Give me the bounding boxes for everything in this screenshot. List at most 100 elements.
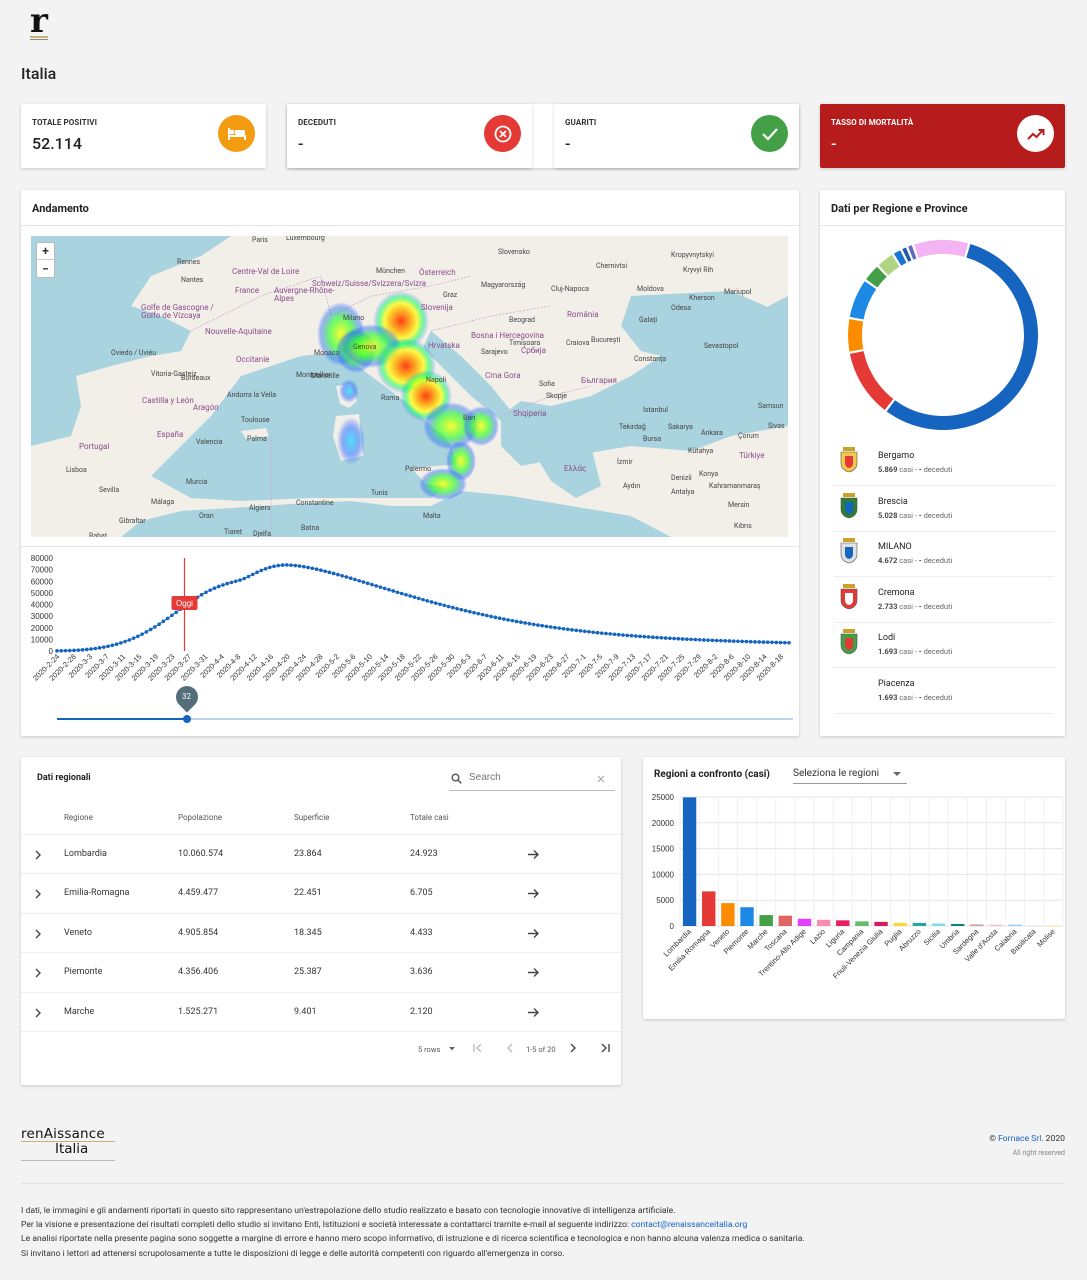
map-zoom-in-button[interactable]: + [37,243,54,260]
expand-row-icon[interactable] [34,850,42,860]
province-list-item[interactable]: Brescia 5.028 casi - - deceduti [834,487,1054,532]
bar[interactable] [836,920,850,926]
column-header-region[interactable]: Regione [64,813,93,822]
footer-brand-logo[interactable]: renAissance Italia [21,1127,117,1163]
trend-point [463,608,468,613]
map-region-label: Occitanie [236,355,270,364]
site-logo[interactable]: r [30,4,50,40]
arrow-right-icon[interactable] [527,888,540,899]
arrow-right-icon[interactable] [527,849,540,860]
trend-y-tick-label: 40000 [31,601,54,610]
map-city-label: Lisboa [66,466,87,474]
bar[interactable] [1046,925,1061,927]
column-header-total-cases[interactable]: Totale casi [410,813,449,822]
donut-slice[interactable] [902,247,912,262]
expand-row-icon[interactable] [34,1008,42,1018]
last-page-icon[interactable] [599,1043,611,1053]
trend-y-tick-label: 80000 [31,554,54,563]
search-input[interactable] [469,772,589,783]
province-list-item[interactable]: Cremona 2.733 casi - - deceduti [834,578,1054,623]
arrow-right-icon[interactable] [527,928,540,939]
timeline-slider-fill [57,718,187,720]
province-donut-chart[interactable] [844,236,1042,434]
map-city-label: Sevastopol [704,342,739,350]
province-list-item[interactable]: Bergamo 5.869 casi - - deceduti [834,441,1054,486]
bar[interactable] [989,924,1003,926]
trend-point [114,642,119,646]
bar[interactable] [721,903,735,926]
map-region-label: Bosna i Hercegovina [471,331,544,340]
bar[interactable] [759,915,773,926]
province-list-item[interactable]: Piacenza 1.693 casi - - deceduti [834,669,1054,714]
bar[interactable] [855,921,869,926]
trend-point [357,578,361,583]
expand-row-icon[interactable] [34,968,42,978]
arrow-right-icon[interactable] [527,967,540,978]
clear-search-icon[interactable] [597,775,605,783]
bar[interactable] [893,922,907,926]
trend-point [472,610,476,615]
bar[interactable] [682,797,697,926]
bar[interactable] [816,919,831,926]
table-row[interactable]: Marche 1.525.271 9.401 2.120 [21,991,621,1031]
donut-slice[interactable] [893,250,907,266]
timeline-slider-track[interactable] [57,718,793,720]
bar[interactable] [778,915,793,926]
column-header-area[interactable]: Superficie [294,813,330,822]
region-bar-chart[interactable]: 0500010000150002000025000LombardiaEmilia… [643,787,1065,1017]
timeline-slider-thumb[interactable] [182,715,191,723]
trend-point [591,630,596,635]
expand-row-icon[interactable] [34,889,42,899]
rows-per-page-select[interactable]: 5 rows [418,1045,456,1054]
bar[interactable] [740,907,754,926]
trend-point [702,638,706,642]
donut-slice[interactable] [908,245,917,260]
bar[interactable] [912,922,927,926]
province-list-item[interactable]: MILANO 4.672 casi - - deceduti [834,532,1054,577]
contact-email-link[interactable]: contact@renaissanceitalia.org [631,1220,748,1231]
region-select[interactable]: Seleziona le regioni [793,766,907,784]
trend-point [323,569,327,574]
table-row[interactable]: Lombardia 10.060.574 23.864 24.923 [21,834,621,873]
column-header-population[interactable]: Popolazione [178,813,223,822]
trend-point [387,587,391,592]
arrow-right-icon[interactable] [527,1007,540,1018]
company-link[interactable]: Fornace Srl [998,1134,1042,1144]
map-city-label: Nantes [181,276,204,284]
map-city-label: Vitoria-Gasteiz [151,370,197,378]
table-row[interactable]: Piemonte 4.356.406 25.387 3.636 [21,952,621,991]
next-page-icon[interactable] [568,1043,578,1053]
donut-slice[interactable] [849,350,894,411]
bar[interactable] [970,924,984,926]
map-city-label: Constantine [296,499,334,507]
trend-point [761,640,766,644]
bar[interactable] [1027,925,1041,927]
donut-slice[interactable] [878,254,900,276]
donut-slice[interactable] [866,266,887,288]
first-page-icon[interactable] [472,1043,484,1053]
trend-point [642,634,647,639]
donut-slice[interactable] [849,281,877,320]
bar[interactable] [797,918,812,926]
province-crest-icon [840,583,858,610]
bar[interactable] [950,923,965,926]
donut-slice[interactable] [914,240,969,258]
bar[interactable] [702,891,716,926]
map-city-label: Mariupol [724,288,752,296]
bar[interactable] [1008,924,1022,926]
map-zoom-out-button[interactable]: − [42,261,49,276]
bar[interactable] [874,921,888,926]
table-row[interactable]: Emilia-Romagna 4.459.477 22.451 6.705 [21,873,621,912]
province-list-item[interactable]: Lodi 1.693 casi - - deceduti [834,623,1054,668]
donut-slice[interactable] [886,244,1038,430]
bar[interactable] [931,923,946,926]
expand-row-icon[interactable] [34,929,42,939]
donut-slice[interactable] [848,319,864,352]
table-row[interactable]: Veneto 4.905.854 18.345 4.433 [21,912,621,952]
trend-point [153,625,157,629]
map-city-label: Rabat [89,532,108,537]
previous-page-icon[interactable] [505,1043,515,1053]
heatmap-map[interactable]: + − Paris Luxembourg Rennes Nantes München Gr… [31,236,788,537]
map-city-label: Sofia [539,380,555,388]
trend-chart[interactable]: 0 10000 20000 30000 40000 50000 60000 70000 8000… [21,550,799,690]
